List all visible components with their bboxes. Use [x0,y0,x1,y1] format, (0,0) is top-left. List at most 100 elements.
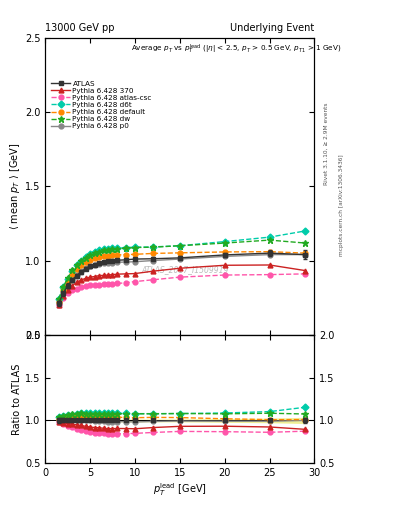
Pythia 6.428 370 [92,273,97,280]
Pythia 6.428 p0 [303,251,308,258]
Pythia 6.428 d6t [115,245,119,251]
Pythia 6.428 370 [88,274,92,280]
Pythia 6.428 default [124,251,129,258]
Pythia 6.428 p0 [92,262,97,268]
Text: ATLAS_2017_I1509919: ATLAS_2017_I1509919 [141,265,229,274]
Line: Pythia 6.428 dw: Pythia 6.428 dw [55,237,309,303]
Pythia 6.428 dw [124,245,129,251]
Pythia 6.428 atlas-csc [222,272,227,278]
Pythia 6.428 370 [70,283,75,289]
Pythia 6.428 default [65,279,70,285]
Pythia 6.428 dw [88,252,92,258]
Pythia 6.428 370 [83,275,88,282]
Pythia 6.428 default [70,271,75,277]
Pythia 6.428 p0 [56,301,61,307]
Pythia 6.428 p0 [110,260,115,266]
Pythia 6.428 atlas-csc [97,282,101,288]
Line: Pythia 6.428 default: Pythia 6.428 default [56,249,308,305]
Pythia 6.428 370 [97,272,101,279]
Pythia 6.428 d6t [88,251,92,257]
Pythia 6.428 d6t [92,249,97,255]
Pythia 6.428 dw [222,240,227,246]
Pythia 6.428 atlas-csc [56,302,61,308]
Pythia 6.428 d6t [74,262,79,268]
Pythia 6.428 p0 [70,277,75,283]
Pythia 6.428 370 [56,302,61,308]
Pythia 6.428 dw [267,237,272,243]
Pythia 6.428 default [106,253,110,259]
Pythia 6.428 atlas-csc [151,276,155,283]
Pythia 6.428 370 [101,272,106,279]
Pythia 6.428 370 [222,262,227,268]
Pythia 6.428 default [79,262,83,268]
Pythia 6.428 default [88,257,92,263]
Pythia 6.428 dw [79,258,83,264]
Text: mcplots.cern.ch [arXiv:1306.3436]: mcplots.cern.ch [arXiv:1306.3436] [339,154,344,255]
Pythia 6.428 default [97,254,101,260]
Pythia 6.428 p0 [88,263,92,269]
Pythia 6.428 370 [178,265,182,271]
Pythia 6.428 d6t [79,258,83,264]
Legend: ATLAS, Pythia 6.428 370, Pythia 6.428 atlas-csc, Pythia 6.428 d6t, Pythia 6.428 : ATLAS, Pythia 6.428 370, Pythia 6.428 at… [51,80,152,130]
Pythia 6.428 atlas-csc [61,295,66,301]
Pythia 6.428 370 [151,268,155,274]
Pythia 6.428 dw [56,296,61,303]
Pythia 6.428 atlas-csc [101,281,106,287]
Pythia 6.428 atlas-csc [79,284,83,290]
Pythia 6.428 370 [110,271,115,278]
Pythia 6.428 default [110,252,115,259]
Pythia 6.428 dw [70,267,75,273]
Pythia 6.428 d6t [267,234,272,240]
Pythia 6.428 dw [74,262,79,268]
Pythia 6.428 p0 [106,260,110,266]
Pythia 6.428 default [267,249,272,255]
Pythia 6.428 d6t [56,296,61,302]
Pythia 6.428 dw [61,285,66,291]
Pythia 6.428 p0 [267,251,272,258]
Pythia 6.428 default [132,251,137,258]
Pythia 6.428 p0 [79,268,83,274]
Pythia 6.428 d6t [303,228,308,234]
Pythia 6.428 d6t [124,244,129,250]
Text: Underlying Event: Underlying Event [230,23,314,33]
Pythia 6.428 370 [132,270,137,276]
Pythia 6.428 default [83,259,88,265]
Pythia 6.428 d6t [101,246,106,252]
Pythia 6.428 atlas-csc [124,280,129,286]
Pythia 6.428 370 [124,271,129,277]
Text: Rivet 3.1.10, ≥ 2.9M events: Rivet 3.1.10, ≥ 2.9M events [324,102,329,185]
Pythia 6.428 atlas-csc [115,281,119,287]
Pythia 6.428 p0 [83,265,88,271]
Pythia 6.428 370 [303,268,308,274]
Pythia 6.428 default [115,252,119,258]
Pythia 6.428 370 [267,262,272,268]
Pythia 6.428 p0 [115,259,119,265]
Pythia 6.428 default [61,287,66,293]
Line: Pythia 6.428 370: Pythia 6.428 370 [56,263,308,307]
Pythia 6.428 atlas-csc [110,281,115,287]
Pythia 6.428 dw [106,247,110,253]
Pythia 6.428 dw [178,243,182,249]
Pythia 6.428 atlas-csc [70,287,75,293]
Pythia 6.428 p0 [124,259,129,265]
Pythia 6.428 atlas-csc [132,279,137,285]
Pythia 6.428 dw [115,246,119,252]
Pythia 6.428 p0 [132,259,137,265]
Line: Pythia 6.428 p0: Pythia 6.428 p0 [56,252,308,306]
Pythia 6.428 default [222,249,227,255]
Pythia 6.428 dw [97,249,101,255]
Pythia 6.428 d6t [151,244,155,250]
Pythia 6.428 dw [151,244,155,250]
Pythia 6.428 atlas-csc [303,271,308,277]
Text: 13000 GeV pp: 13000 GeV pp [45,23,115,33]
Pythia 6.428 p0 [97,261,101,267]
Pythia 6.428 dw [303,240,308,246]
Pythia 6.428 dw [65,275,70,281]
Pythia 6.428 atlas-csc [88,282,92,288]
Pythia 6.428 d6t [65,275,70,282]
Pythia 6.428 dw [132,244,137,250]
Pythia 6.428 default [74,266,79,272]
Pythia 6.428 default [303,250,308,256]
Pythia 6.428 default [92,255,97,262]
Pythia 6.428 default [178,250,182,256]
